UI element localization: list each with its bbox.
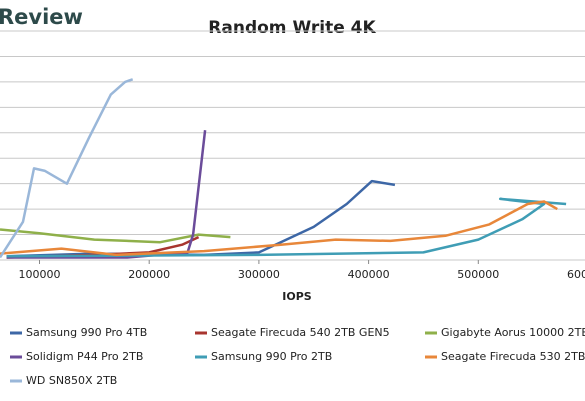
series-line <box>0 78 134 259</box>
x-tick-label: 200000 <box>128 268 170 281</box>
x-tick-label: 500000 <box>457 268 499 281</box>
chart-title: Random Write 4K <box>208 18 376 38</box>
series-line <box>6 130 207 259</box>
x-axis-label: IOPS <box>282 290 312 303</box>
legend-label: Samsung 990 Pro 4TB <box>26 326 147 339</box>
series-line <box>0 228 231 244</box>
series-line <box>6 179 396 258</box>
brand-logo: Review <box>0 5 83 29</box>
legend-label: WD SN850X 2TB <box>26 374 117 387</box>
series-line <box>0 200 558 257</box>
legend-label: Seagate Firecuda 540 2TB GEN5 <box>211 326 390 339</box>
legend-label: Seagate Firecuda 530 2TB <box>441 350 585 363</box>
x-tick-label: 100000 <box>18 268 60 281</box>
legend-label: Samsung 990 Pro 2TB <box>211 350 332 363</box>
x-tick-label: 400000 <box>348 268 390 281</box>
x-tick-label: 600000 <box>567 268 585 281</box>
legend-label: Gigabyte Aorus 10000 2TB G <box>441 326 585 339</box>
legend-label: Solidigm P44 Pro 2TB <box>26 350 143 363</box>
x-tick-label: 300000 <box>238 268 280 281</box>
series-line <box>6 197 567 258</box>
